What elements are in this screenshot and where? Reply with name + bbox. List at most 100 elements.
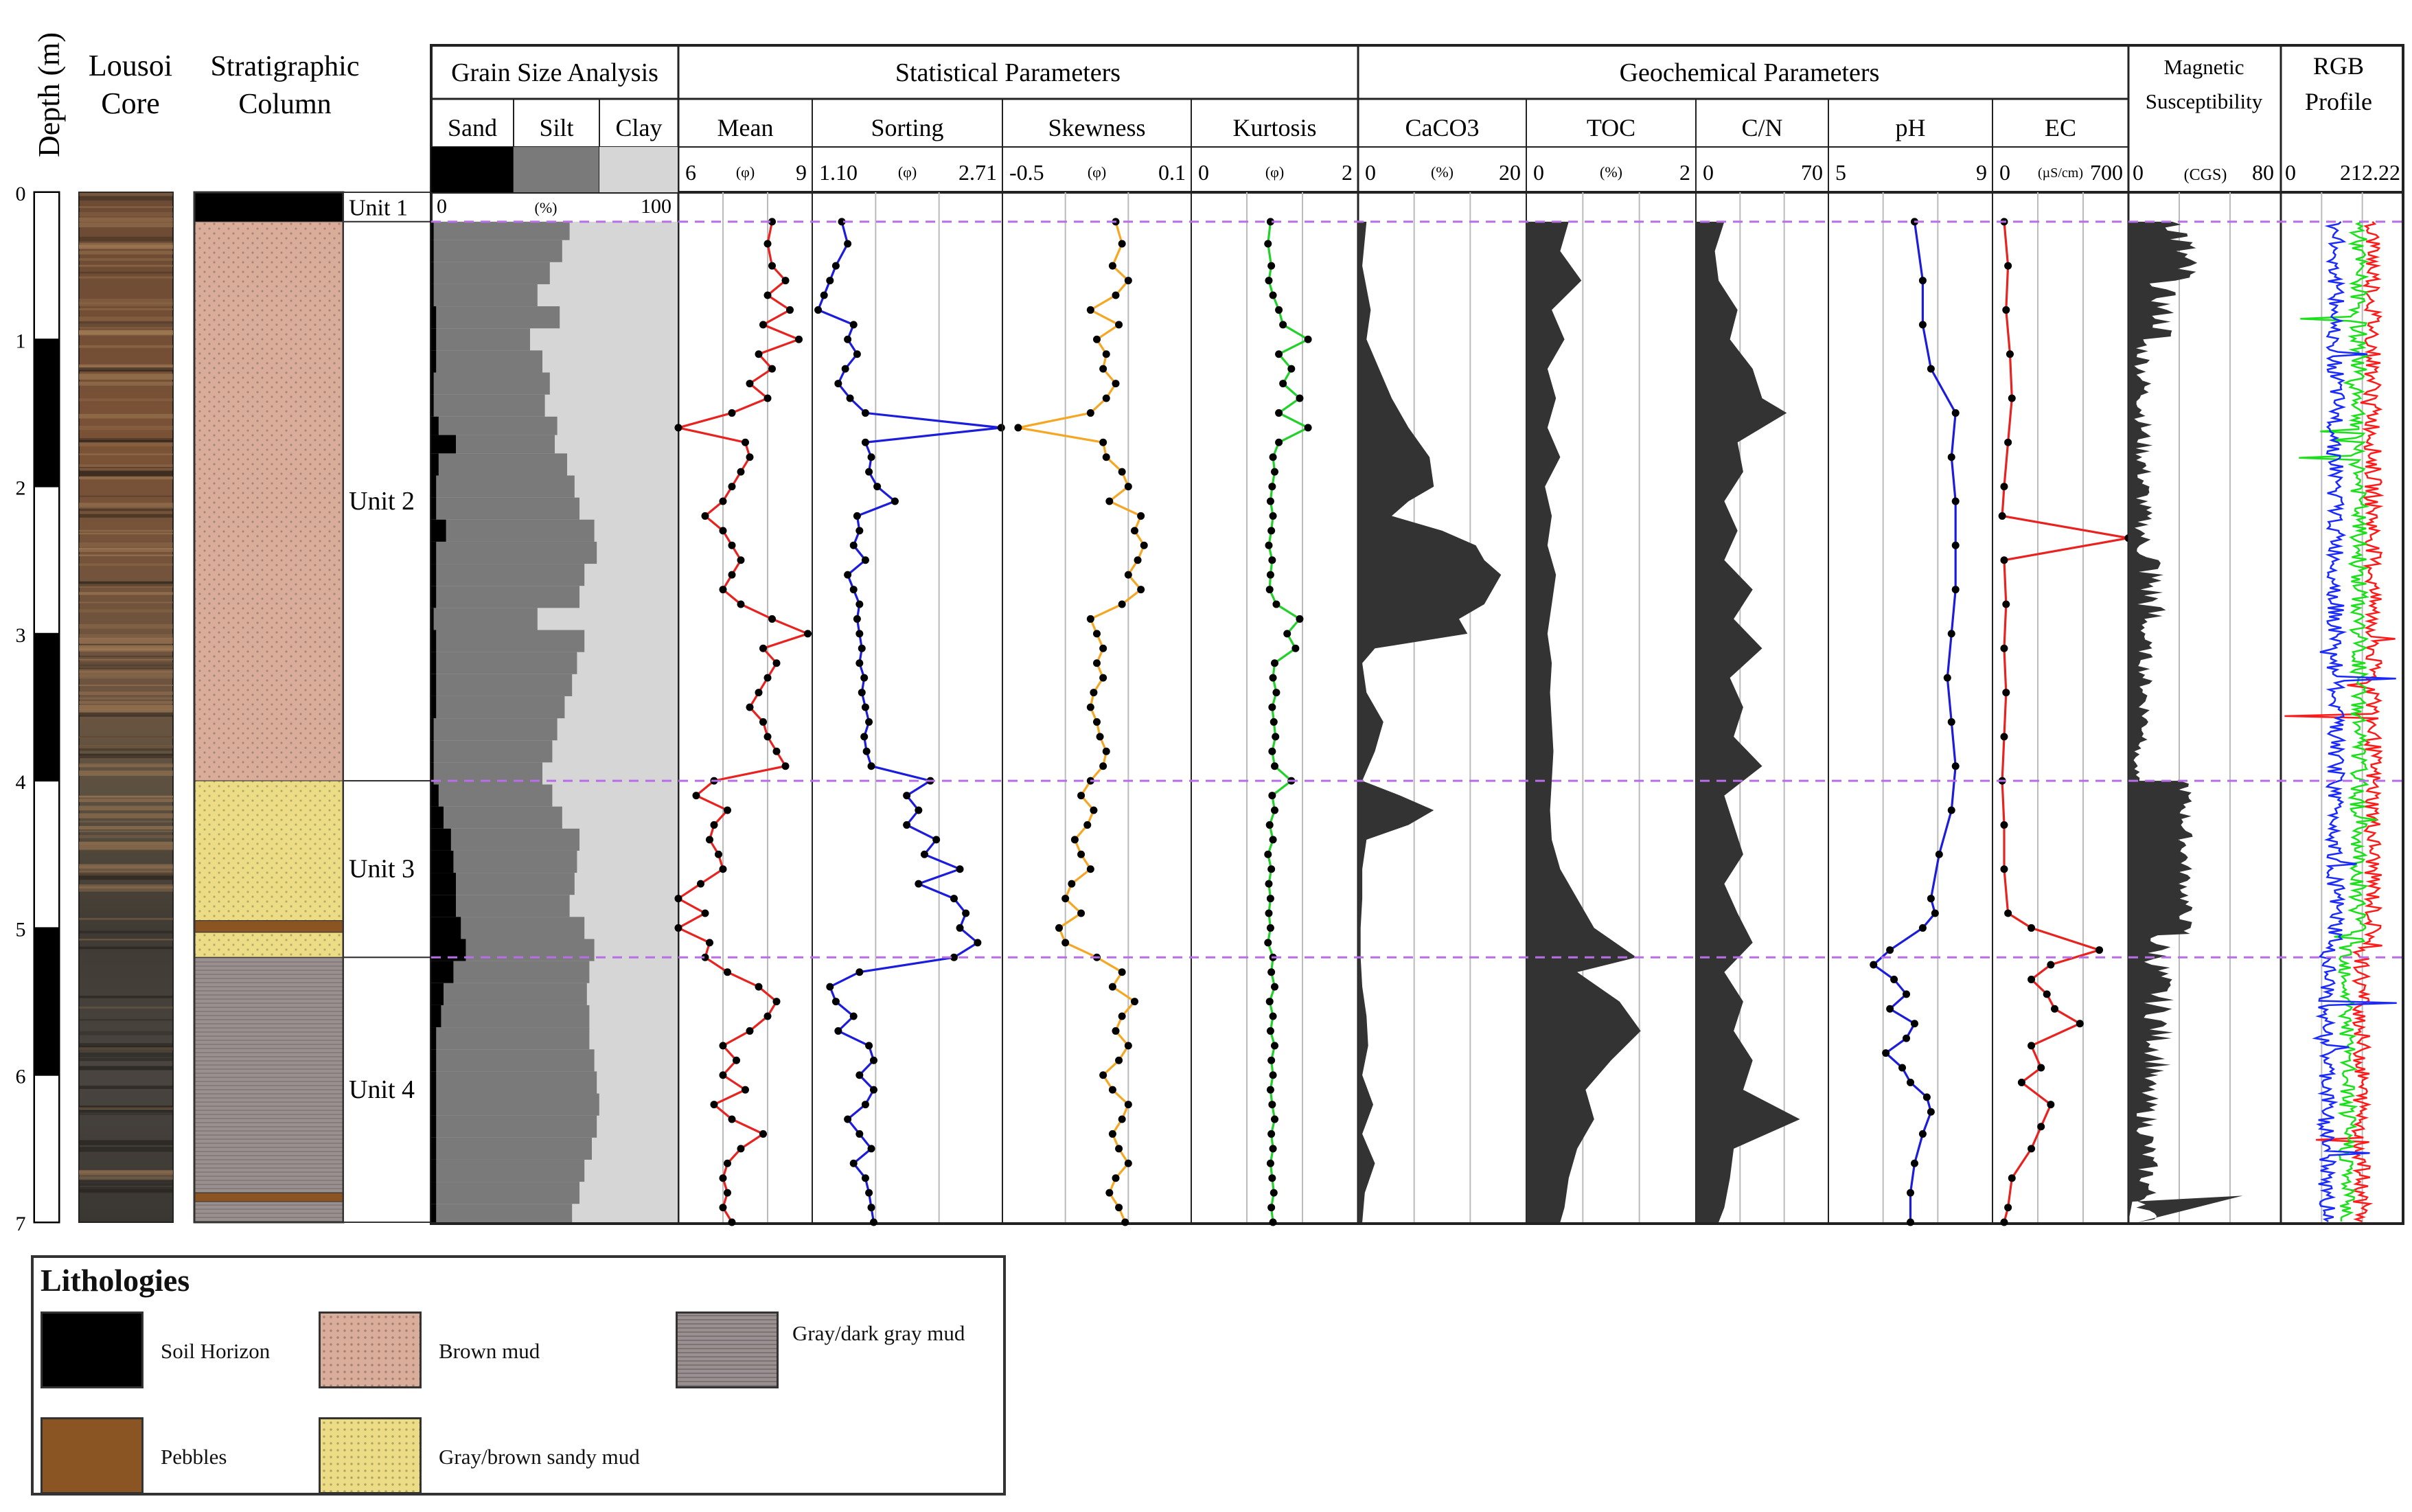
axis-max-label: 2	[1679, 160, 1690, 185]
data-point	[950, 953, 958, 961]
data-point	[1270, 1189, 1278, 1197]
sand-bar	[431, 740, 434, 763]
sand-bar	[431, 262, 434, 284]
grain-axis-min: 0	[437, 195, 447, 218]
data-point	[1886, 946, 1894, 954]
sand-bar	[431, 850, 454, 873]
data-point	[1267, 262, 1276, 270]
data-point	[1271, 983, 1278, 991]
grain-size-header: Grain Size Analysis	[451, 58, 658, 87]
data-point	[1115, 1056, 1123, 1064]
core-band	[79, 946, 173, 950]
data-point	[1096, 733, 1104, 741]
rgb-line-red	[2284, 220, 2396, 1223]
data-point	[2004, 909, 2012, 917]
panel-title: CaCO3	[1405, 114, 1480, 141]
data-point	[853, 615, 861, 623]
core-band	[79, 1187, 173, 1193]
data-point	[1268, 1101, 1276, 1109]
data-point	[1268, 556, 1276, 564]
core-band	[79, 1066, 173, 1070]
axis-min-label: 0	[1533, 160, 1544, 185]
data-point	[1102, 350, 1110, 358]
sand-bar	[431, 1182, 437, 1204]
data-point	[1947, 453, 1955, 461]
data-point	[1266, 571, 1274, 579]
core-band	[79, 655, 173, 659]
sand-bar	[431, 1159, 437, 1182]
data-point	[772, 747, 781, 755]
data-point	[846, 394, 854, 402]
data-point	[2047, 961, 2055, 969]
silt-bar	[431, 262, 550, 284]
data-point	[1918, 277, 1927, 285]
data-point	[1264, 939, 1272, 947]
sand-bar	[431, 497, 437, 520]
panel-title: Kurtosis	[1232, 114, 1316, 141]
core-band	[79, 437, 173, 442]
data-point	[814, 306, 823, 314]
data-point	[1093, 630, 1101, 638]
data-point	[1269, 512, 1277, 520]
data-point	[1268, 703, 1276, 711]
data-point	[728, 483, 736, 491]
data-point	[1922, 1093, 1931, 1101]
data-point	[768, 365, 776, 373]
grain-size-component: Clay	[616, 114, 663, 141]
data-point	[1118, 600, 1126, 608]
core-band	[79, 1046, 173, 1051]
sand-bar	[431, 1137, 437, 1160]
depth-bar-segment	[34, 1074, 60, 1223]
strat-pattern	[194, 957, 343, 1193]
data-point	[759, 1130, 767, 1138]
data-point	[706, 836, 713, 844]
data-point	[786, 306, 794, 314]
data-point	[2000, 733, 2008, 741]
depth-tick-label: 4	[16, 771, 26, 794]
silt-bar	[431, 328, 530, 351]
data-point	[1102, 747, 1110, 755]
data-point	[1265, 586, 1274, 594]
grain-size-component: Sand	[448, 114, 497, 141]
data-point	[1086, 865, 1094, 873]
silt-bar	[431, 394, 545, 417]
silt-bar	[431, 1071, 597, 1094]
data-point	[1118, 1012, 1126, 1020]
data-point	[710, 821, 718, 829]
statistical-header: Statistical Parameters	[895, 58, 1121, 87]
data-point	[1266, 497, 1274, 505]
core-band	[79, 657, 173, 661]
data-point	[1886, 1005, 1894, 1013]
data-point	[1269, 674, 1277, 682]
data-point	[1271, 1115, 1278, 1123]
core-band	[79, 996, 173, 998]
data-point	[1124, 277, 1132, 285]
data-point	[1271, 659, 1278, 667]
core-band	[79, 1047, 173, 1051]
core-band	[79, 503, 173, 509]
data-point	[849, 321, 858, 329]
core-band	[79, 917, 173, 920]
data-point	[891, 497, 899, 505]
sand-bar	[431, 416, 439, 435]
lithology-legend: Lithologies Soil Horizon Pebbles Brown mud…	[31, 1255, 1006, 1496]
silt-bar	[431, 221, 570, 240]
data-point	[2047, 1101, 2055, 1109]
core-band	[79, 645, 173, 650]
data-point	[1068, 880, 1076, 888]
data-point	[763, 674, 772, 682]
data-point	[869, 1056, 877, 1064]
data-point	[903, 821, 911, 829]
rgb-line-blue	[2312, 220, 2397, 1222]
data-point	[719, 1071, 727, 1079]
data-point	[1275, 438, 1283, 446]
axis-min-label: 0	[1999, 160, 2010, 185]
data-point	[1951, 497, 1960, 505]
core-band	[79, 871, 173, 876]
strat-layer-soil	[194, 192, 344, 222]
data-point	[820, 291, 828, 299]
data-point	[869, 1086, 877, 1094]
data-point	[724, 806, 731, 814]
core-band	[79, 835, 173, 838]
data-point	[860, 674, 869, 682]
